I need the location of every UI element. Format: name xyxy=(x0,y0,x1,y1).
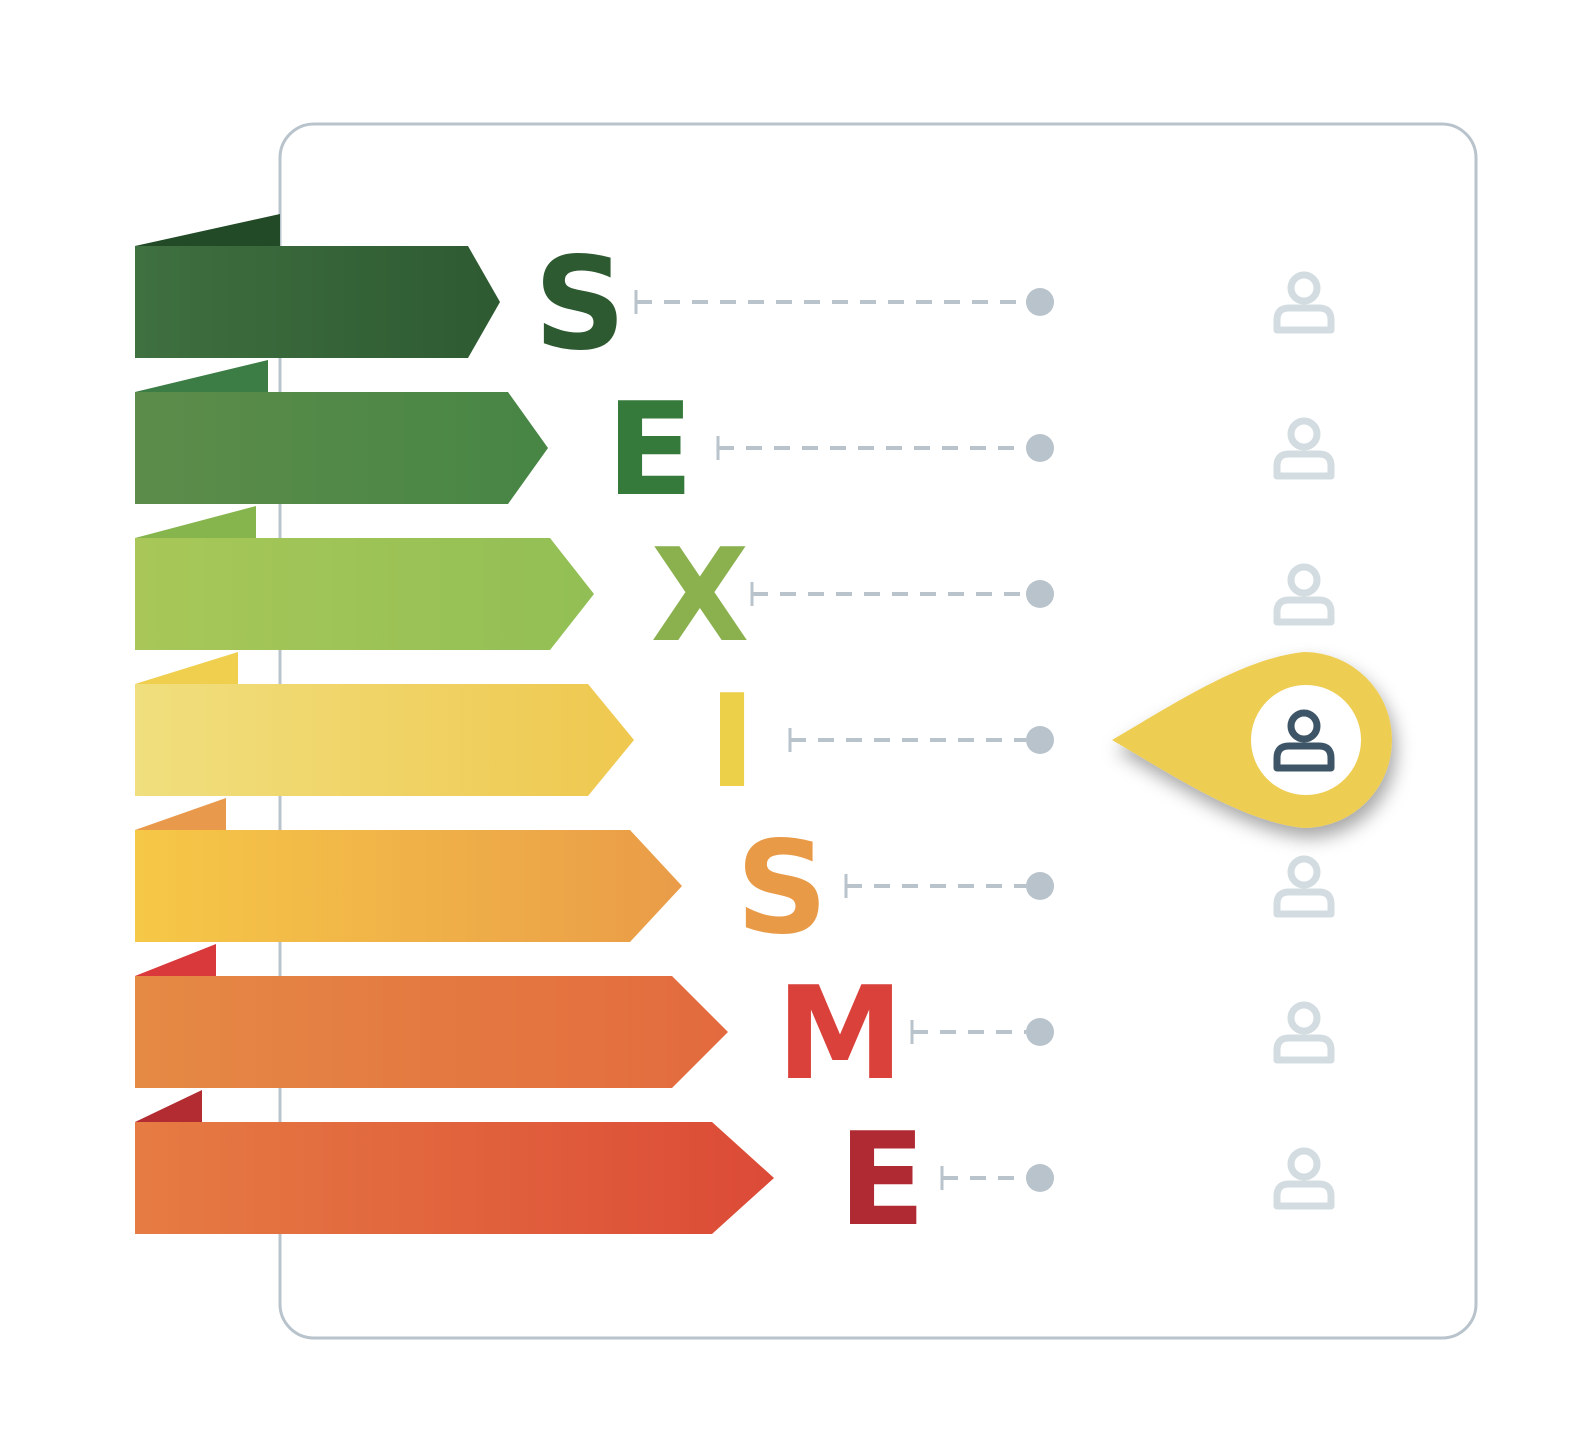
row-letter-1: S xyxy=(534,230,626,379)
connector-end-dot xyxy=(1026,1018,1054,1046)
connector-end-dot xyxy=(1026,726,1054,754)
user-icon xyxy=(1273,1147,1335,1210)
user-icon xyxy=(1273,563,1335,626)
bar-flap-3 xyxy=(135,506,256,538)
bar-flap-1 xyxy=(135,214,280,246)
connector-end-dot xyxy=(1026,872,1054,900)
bar-2 xyxy=(135,392,548,504)
connector-end-dot xyxy=(1026,288,1054,316)
map-pin-marker-icon xyxy=(1112,652,1392,828)
connector-end-dot xyxy=(1026,434,1054,462)
user-icon-active xyxy=(1273,709,1335,772)
row-letter-3: X xyxy=(651,522,750,671)
bar-flap-7 xyxy=(135,1090,202,1122)
user-icon xyxy=(1273,1001,1335,1064)
bar-flap-2 xyxy=(135,360,268,392)
bar-flap-4 xyxy=(135,652,238,684)
user-icon xyxy=(1273,271,1335,334)
user-icon xyxy=(1273,417,1335,480)
bar-5 xyxy=(135,830,682,942)
row-letter-7: E xyxy=(838,1106,925,1255)
row-letter-6: M xyxy=(776,960,903,1109)
row-letter-2: E xyxy=(606,376,693,525)
bar-3 xyxy=(135,538,594,650)
row-letter-4: I xyxy=(708,668,756,817)
bar-7 xyxy=(135,1122,774,1234)
connector-end-dot xyxy=(1026,580,1054,608)
row-letter-5: S xyxy=(736,814,828,963)
bar-flap-6 xyxy=(135,944,216,976)
bar-flap-5 xyxy=(135,798,226,830)
bar-6 xyxy=(135,976,728,1088)
connector-end-dot xyxy=(1026,1164,1054,1192)
user-icon xyxy=(1273,855,1335,918)
bar-1 xyxy=(135,246,500,358)
bar-4 xyxy=(135,684,634,796)
